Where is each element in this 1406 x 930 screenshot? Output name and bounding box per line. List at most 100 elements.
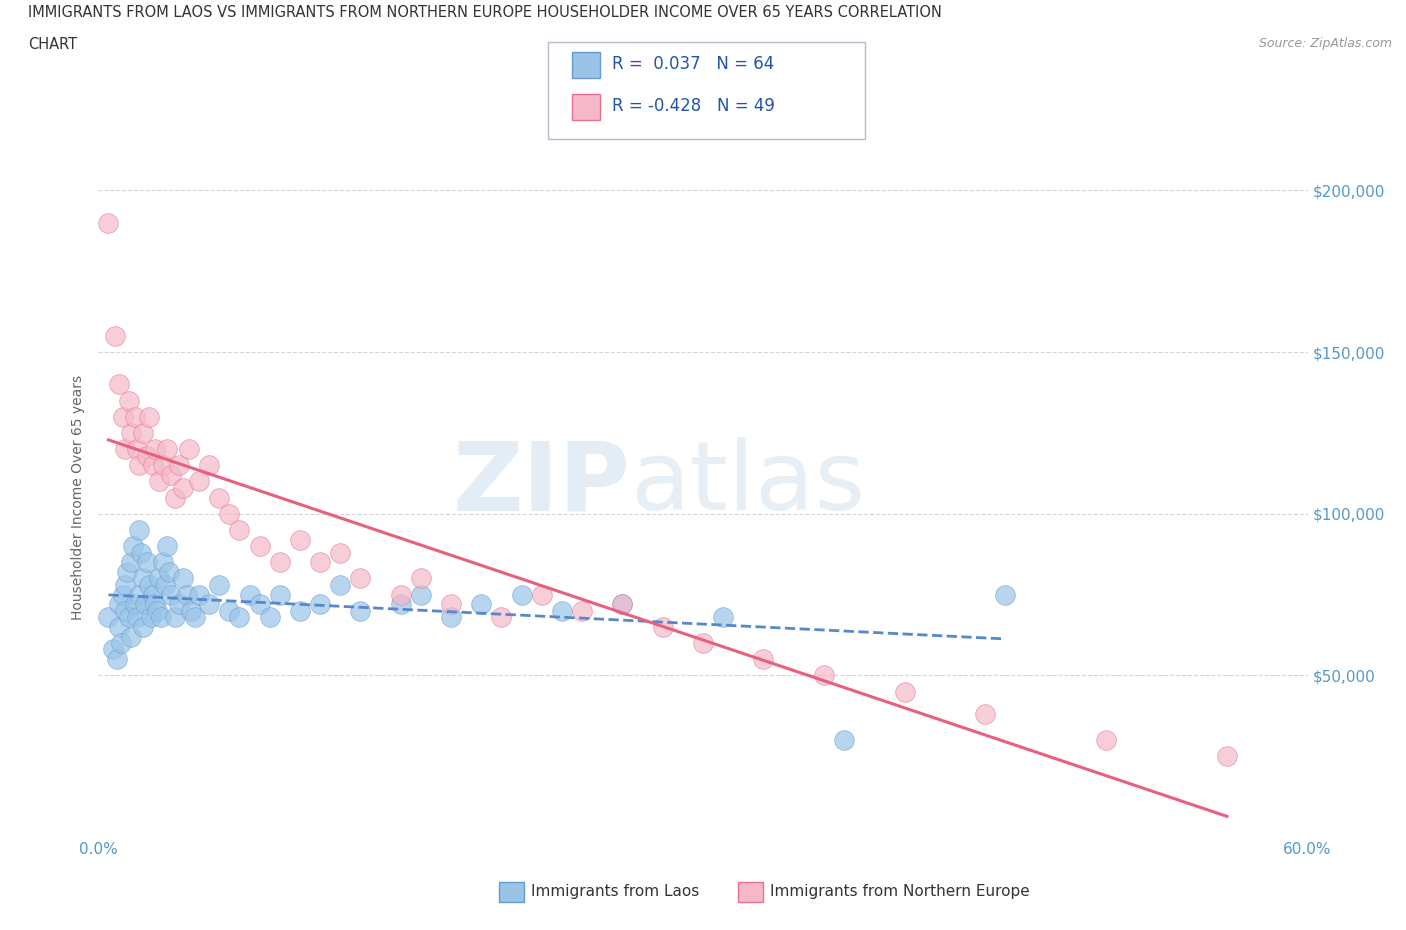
Point <box>121 538 143 553</box>
Point <box>135 555 157 570</box>
Point <box>259 610 281 625</box>
Point <box>107 597 129 612</box>
Point <box>148 474 170 489</box>
Point <box>239 587 262 602</box>
Point <box>124 409 146 424</box>
Point <box>132 425 155 440</box>
Text: Immigrants from Northern Europe: Immigrants from Northern Europe <box>770 884 1031 899</box>
Point <box>142 458 165 472</box>
Point <box>198 597 221 612</box>
Point <box>153 578 176 592</box>
Point <box>288 604 311 618</box>
Point <box>107 377 129 392</box>
Point <box>110 635 132 650</box>
Point <box>309 597 332 612</box>
Point <box>228 610 250 625</box>
Point <box>124 597 146 612</box>
Text: Immigrants from Laos: Immigrants from Laos <box>531 884 700 899</box>
Point <box>349 571 371 586</box>
Point <box>139 610 162 625</box>
Point <box>107 619 129 634</box>
Point <box>1216 749 1239 764</box>
Point <box>152 458 174 472</box>
Point <box>160 587 183 602</box>
Point <box>156 538 179 553</box>
Point <box>142 587 165 602</box>
Point <box>97 216 120 231</box>
Point <box>125 610 148 625</box>
Point <box>692 635 714 650</box>
Point <box>120 425 142 440</box>
Point <box>752 652 775 667</box>
Point <box>120 555 142 570</box>
Point <box>156 442 179 457</box>
Point <box>148 571 170 586</box>
Point <box>711 610 734 625</box>
Point <box>163 490 186 505</box>
Point <box>974 707 997 722</box>
Point <box>118 610 141 625</box>
Point <box>138 409 160 424</box>
Point <box>389 597 412 612</box>
Point <box>111 409 134 424</box>
Point <box>218 506 240 521</box>
Point <box>893 684 915 699</box>
Point <box>128 587 150 602</box>
Point <box>612 597 634 612</box>
Point <box>530 587 553 602</box>
Text: Source: ZipAtlas.com: Source: ZipAtlas.com <box>1258 37 1392 50</box>
Point <box>440 597 463 612</box>
Point <box>152 555 174 570</box>
Point <box>167 458 190 472</box>
Point <box>551 604 574 618</box>
Point <box>249 597 271 612</box>
Point <box>440 610 463 625</box>
Point <box>349 604 371 618</box>
Point <box>111 587 134 602</box>
Point <box>97 610 120 625</box>
Point <box>143 597 166 612</box>
Point <box>491 610 513 625</box>
Point <box>176 587 198 602</box>
Point <box>409 571 432 586</box>
Point <box>329 545 352 560</box>
Point <box>160 468 183 483</box>
Point <box>994 587 1017 602</box>
Point <box>114 578 136 592</box>
Point <box>105 652 128 667</box>
Point <box>470 597 492 612</box>
Point <box>138 578 160 592</box>
Point <box>269 555 291 570</box>
Point <box>571 604 593 618</box>
Y-axis label: Householder Income Over 65 years: Householder Income Over 65 years <box>72 375 86 620</box>
Point <box>218 604 240 618</box>
Point <box>208 490 231 505</box>
Text: atlas: atlas <box>630 437 866 530</box>
Point <box>180 604 202 618</box>
Point <box>128 458 150 472</box>
Point <box>163 610 186 625</box>
Point <box>172 571 194 586</box>
Point <box>228 523 250 538</box>
Point <box>101 642 124 657</box>
Text: R =  0.037   N = 64: R = 0.037 N = 64 <box>612 55 773 73</box>
Point <box>157 565 180 579</box>
Point <box>118 393 141 408</box>
Point <box>132 571 155 586</box>
Point <box>184 610 207 625</box>
Point <box>128 523 150 538</box>
Point <box>129 545 152 560</box>
Point <box>651 619 673 634</box>
Point <box>134 597 156 612</box>
Point <box>120 629 142 644</box>
Text: R = -0.428   N = 49: R = -0.428 N = 49 <box>612 97 775 115</box>
Point <box>832 733 855 748</box>
Point <box>510 587 533 602</box>
Point <box>115 565 138 579</box>
Point <box>132 619 155 634</box>
Point <box>146 604 169 618</box>
Text: ZIP: ZIP <box>453 437 630 530</box>
Point <box>1095 733 1118 748</box>
Text: CHART: CHART <box>28 37 77 52</box>
Point <box>114 604 136 618</box>
